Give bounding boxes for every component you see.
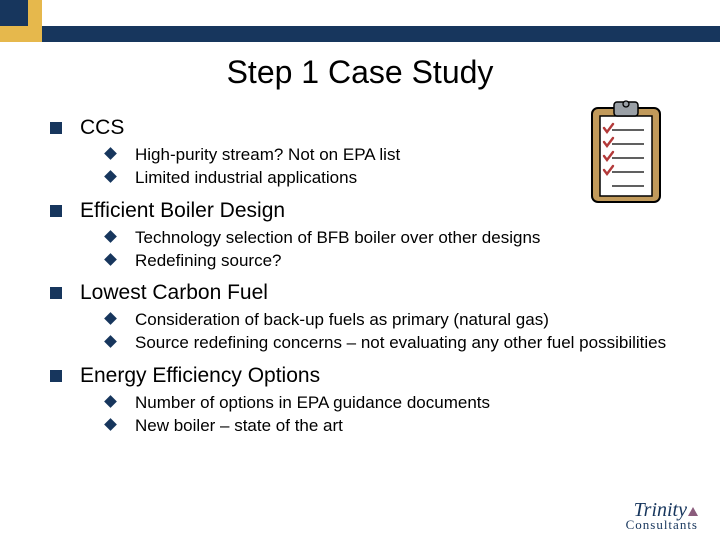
sublist: Number of options in EPA guidance docume… (106, 392, 670, 437)
sublist-item: Redefining source? (106, 250, 670, 271)
sublist-item-label: Source redefining concerns – not evaluat… (135, 332, 666, 353)
content-area: CCS High-purity stream? Not on EPA list … (50, 110, 670, 446)
diamond-bullet-icon (104, 335, 117, 348)
square-bullet-icon (50, 122, 62, 134)
square-bullet-icon (50, 287, 62, 299)
list-item: Lowest Carbon Fuel (50, 281, 670, 305)
trinity-logo: Trinity Consultants (626, 502, 698, 530)
sublist-item-label: Consideration of back-up fuels as primar… (135, 309, 549, 330)
header-accent-navy (0, 0, 28, 26)
slide-title: Step 1 Case Study (0, 54, 720, 91)
clipboard-icon (584, 98, 672, 210)
sublist-item: Consideration of back-up fuels as primar… (106, 309, 670, 330)
square-bullet-icon (50, 205, 62, 217)
list-item-label: Efficient Boiler Design (80, 199, 285, 223)
sublist-item-label: Limited industrial applications (135, 167, 357, 188)
diamond-bullet-icon (104, 170, 117, 183)
diamond-bullet-icon (104, 395, 117, 408)
diamond-bullet-icon (104, 230, 117, 243)
sublist-item-label: Technology selection of BFB boiler over … (135, 227, 540, 248)
sublist-item: Technology selection of BFB boiler over … (106, 227, 670, 248)
list-item: Energy Efficiency Options (50, 364, 670, 388)
sublist-item-label: Number of options in EPA guidance docume… (135, 392, 490, 413)
sublist-item: Number of options in EPA guidance docume… (106, 392, 670, 413)
diamond-bullet-icon (104, 312, 117, 325)
diamond-bullet-icon (104, 147, 117, 160)
list-item: CCS (50, 116, 670, 140)
list-item-label: Lowest Carbon Fuel (80, 281, 268, 305)
logo-triangle-icon (688, 507, 698, 516)
list-item-label: CCS (80, 116, 124, 140)
logo-line2: Consultants (626, 519, 698, 530)
diamond-bullet-icon (104, 418, 117, 431)
sublist: Consideration of back-up fuels as primar… (106, 309, 670, 354)
sublist-item-label: Redefining source? (135, 250, 281, 271)
sublist: Technology selection of BFB boiler over … (106, 227, 670, 272)
square-bullet-icon (50, 370, 62, 382)
diamond-bullet-icon (104, 253, 117, 266)
list-item-label: Energy Efficiency Options (80, 364, 320, 388)
sublist-item: Source redefining concerns – not evaluat… (106, 332, 670, 353)
header-bar (0, 26, 720, 42)
sublist-item-label: High-purity stream? Not on EPA list (135, 144, 400, 165)
list-item: Efficient Boiler Design (50, 199, 670, 223)
sublist-item-label: New boiler – state of the art (135, 415, 343, 436)
sublist-item: New boiler – state of the art (106, 415, 670, 436)
